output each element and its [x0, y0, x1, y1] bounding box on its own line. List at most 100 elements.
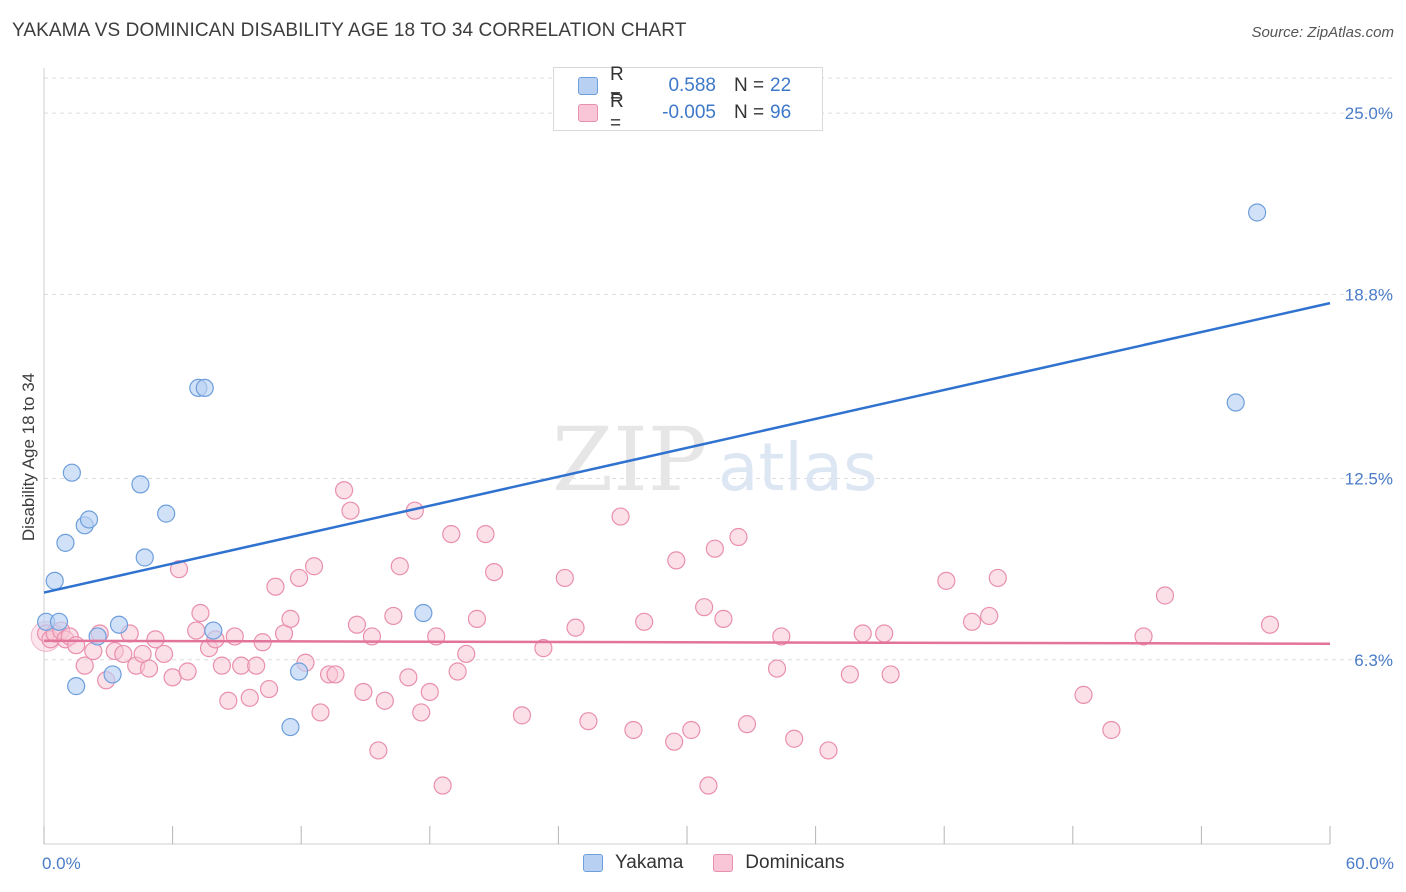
- dominicans-point: [304, 557, 324, 576]
- axes: [43, 68, 1331, 845]
- yakama-point: [1248, 203, 1267, 222]
- dominicans-point: [169, 560, 189, 579]
- dominicans-point: [881, 665, 900, 684]
- dominicans-point: [840, 665, 859, 684]
- dominicans-point: [729, 527, 748, 547]
- dominicans-point: [139, 659, 159, 678]
- dominicans-point: [399, 668, 418, 687]
- dominicans-point: [980, 606, 999, 626]
- yakama-point: [157, 504, 176, 523]
- dominicans-point: [219, 691, 238, 710]
- dominicans-trend-line: [43, 639, 1331, 645]
- dominicans-point: [1260, 615, 1280, 634]
- legend-swatch-yakama: [578, 77, 598, 95]
- dominicans-point: [384, 606, 403, 626]
- yakama-point: [62, 463, 81, 482]
- yakama-point: [195, 378, 214, 398]
- dominicans-point: [566, 618, 585, 637]
- dominicans-point: [937, 571, 956, 590]
- dominicans-point: [347, 615, 367, 634]
- dominicans-point: [695, 598, 714, 617]
- dominicans-point: [512, 706, 532, 725]
- dominicans-point: [624, 720, 643, 740]
- legend: R = 0.588 N = 22 R = -0.005 N = 96: [553, 64, 823, 134]
- dominicans-point: [699, 776, 718, 795]
- legend-n-value: 22: [770, 75, 792, 96]
- legend-row-dominicans: R = -0.005 N = 96: [578, 91, 792, 134]
- dominicans-point: [476, 524, 495, 544]
- dominicans-point: [259, 679, 279, 699]
- trend-lines: [43, 301, 1331, 645]
- dominicans-point: [555, 568, 574, 588]
- dominicans-point: [412, 703, 431, 722]
- dominicans-point: [467, 609, 487, 628]
- dominicans-point: [433, 776, 452, 795]
- dominicans-point: [187, 621, 206, 640]
- dominicans-point: [146, 630, 165, 649]
- legend-n-label: N =: [734, 102, 765, 123]
- dominicans-point: [785, 729, 804, 748]
- chart-title: YAKAMA VS DOMINICAN DISABILITY AGE 18 TO…: [12, 20, 687, 41]
- dominicans-point: [266, 577, 285, 596]
- watermark-atlas: atlas: [718, 429, 878, 506]
- dominicans-point: [1102, 720, 1121, 740]
- legend-swatch-dominicans: [578, 104, 598, 122]
- dominicans-point: [390, 557, 409, 576]
- dominicans-point: [682, 720, 701, 740]
- yakama-point: [49, 612, 69, 631]
- dominicans-point: [705, 539, 724, 558]
- dominicans-point: [579, 712, 598, 731]
- yakama-point: [135, 548, 154, 567]
- yakama-trend-line: [43, 301, 1331, 594]
- chart-source: Source: ZipAtlas.com: [1251, 24, 1394, 41]
- dominicans-point: [375, 691, 394, 710]
- legend-r-value: 0.588: [668, 75, 716, 96]
- series-swatch-dominicans: [713, 854, 734, 872]
- dominicans-point: [448, 662, 467, 681]
- yakama-point: [109, 615, 129, 634]
- legend-n-label: N =: [734, 75, 765, 96]
- dominicans-point: [667, 551, 686, 570]
- legend-n-value: 96: [770, 102, 792, 123]
- yakama-point: [103, 665, 122, 684]
- dominicans-point: [1134, 627, 1153, 646]
- dominicans-point: [67, 636, 86, 655]
- dominicans-point: [326, 665, 345, 684]
- x-tick-label-min: 0.0%: [42, 854, 81, 873]
- series-legend-dominicans[interactable]: Dominicans: [713, 852, 845, 874]
- yakama-point: [79, 510, 99, 529]
- y-tick-label: 6.3%: [1354, 651, 1393, 670]
- yakama-point: [1226, 393, 1245, 412]
- legend-r-label: R =: [610, 91, 624, 134]
- y-tick-label: 12.5%: [1345, 470, 1393, 489]
- yakama-point: [56, 533, 75, 552]
- dominicans-point: [354, 682, 373, 702]
- dominicans-point: [154, 644, 174, 664]
- dominicans-point: [178, 662, 197, 681]
- dominicans-point: [485, 562, 504, 582]
- dominicans-point: [1155, 586, 1175, 605]
- series-label-dominicans: Dominicans: [745, 852, 845, 873]
- yakama-point: [131, 475, 150, 494]
- legend-row-yakama: R = 0.588 N = 22: [578, 64, 792, 107]
- legend-r-label: R =: [610, 64, 624, 107]
- dominicans-point: [819, 741, 838, 760]
- dominicans-point: [1074, 685, 1093, 704]
- dominicans-point: [988, 568, 1007, 588]
- dominicans-point: [311, 703, 330, 722]
- y-axis-label: Disability Age 18 to 34: [19, 373, 38, 541]
- series-label-yakama: Yakama: [615, 852, 684, 873]
- dominicans-point: [665, 732, 684, 751]
- series-legend-yakama[interactable]: Yakama: [583, 852, 683, 874]
- dominicans-point: [853, 624, 872, 643]
- dominicans-point: [369, 741, 388, 760]
- yakama-point: [88, 627, 107, 646]
- dominicans-point: [420, 682, 439, 702]
- dominicans-point: [767, 659, 787, 678]
- dominicans-point: [635, 612, 654, 631]
- x-tick-label-max: 60.0%: [1346, 854, 1394, 873]
- dominicans-points: [30, 481, 1280, 795]
- dominicans-point: [875, 624, 894, 643]
- dominicans-point: [457, 644, 476, 664]
